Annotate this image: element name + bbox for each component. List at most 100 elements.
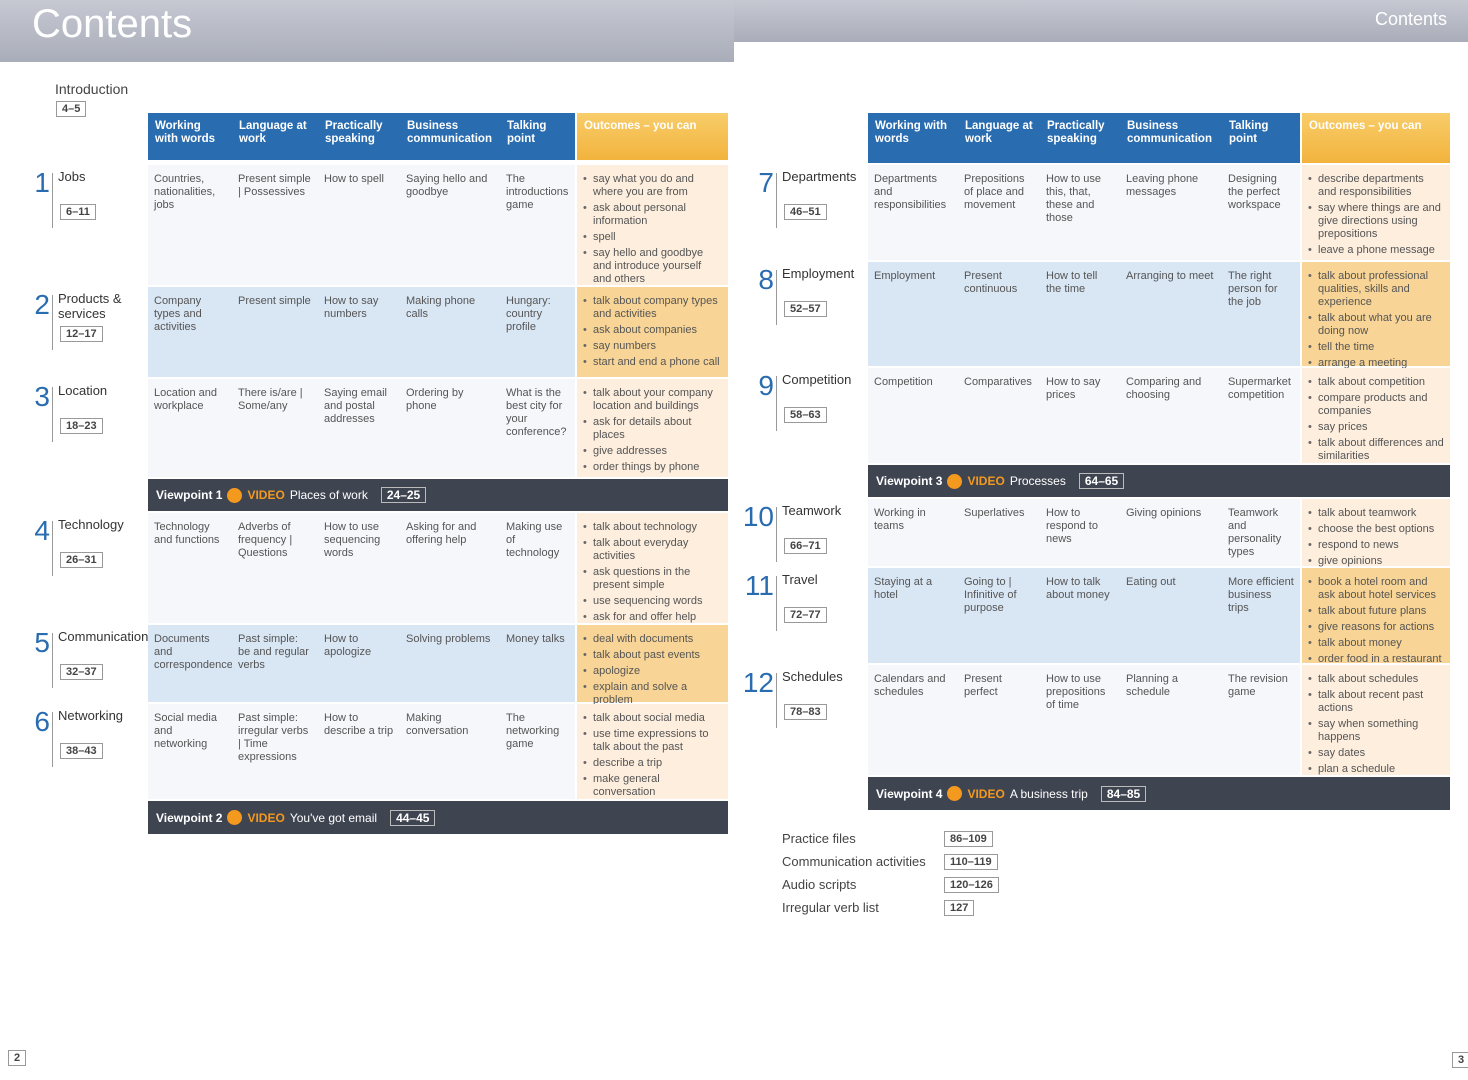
- column-header: Practically speaking: [1040, 113, 1120, 163]
- outcome: talk about company types and activities: [583, 295, 722, 321]
- outcome: apologize: [583, 665, 722, 678]
- divider: [52, 295, 53, 350]
- outcome: talk about differences and similarities: [1308, 437, 1444, 463]
- table-cell: Present perfect: [958, 665, 1040, 775]
- unit-number: 9: [758, 370, 774, 401]
- outcome: talk about technology: [583, 521, 722, 534]
- outcome: describe departments and responsibilitie…: [1308, 173, 1444, 199]
- unit-pages: 32–37: [60, 664, 103, 680]
- outcome: give opinions: [1308, 555, 1444, 568]
- outcome: choose the best options: [1308, 523, 1444, 536]
- table-cell: Countries, nationalities, jobs: [148, 165, 232, 285]
- table-cell: Social media and networking: [148, 704, 232, 799]
- column-header: Practically speaking: [318, 113, 400, 160]
- table-cell: Designing the perfect workspace: [1222, 165, 1300, 260]
- play-icon: [227, 810, 243, 825]
- page-number: 3: [1452, 1052, 1468, 1068]
- unit-number: 10: [742, 501, 774, 532]
- unit-pages: 26–31: [60, 552, 103, 568]
- unit-title: Departments: [782, 169, 857, 184]
- table-cell: How to apologize: [318, 625, 400, 702]
- unit-number: 3: [34, 381, 50, 412]
- outcomes: deal with documents talk about past event…: [575, 625, 728, 706]
- table-cell: Past simple: irregular verbs | Time expr…: [232, 704, 318, 799]
- outcome: talk about your company location and bui…: [583, 387, 722, 413]
- outcome: use sequencing words: [583, 595, 722, 608]
- outcome: say dates: [1308, 747, 1444, 760]
- outcome: deal with documents: [583, 633, 722, 646]
- table-cell: Making phone calls: [400, 287, 500, 377]
- extra-label: Audio scripts: [782, 877, 857, 892]
- outcome: give reasons for actions: [1308, 621, 1444, 634]
- table-cell: The right person for the job: [1222, 262, 1300, 366]
- outcome: talk about everyday activities: [583, 537, 722, 563]
- left-banner: [0, 0, 734, 62]
- outcome: talk about money: [1308, 637, 1444, 650]
- unit-number: 2: [34, 289, 50, 320]
- left-title: Contents: [32, 2, 193, 46]
- unit-number: 5: [34, 627, 50, 658]
- viewpoint-bar: Viewpoint 2 VIDEO You've got email 44–45: [148, 801, 728, 834]
- viewpoint-pages: 84–85: [1100, 785, 1147, 802]
- outcome: start and end a phone call: [583, 356, 722, 369]
- table-cell: Leaving phone messages: [1120, 165, 1222, 260]
- table-cell: Giving opinions: [1120, 499, 1222, 566]
- right-title: Contents: [1375, 9, 1448, 29]
- outcome: talk about professional qualities, skill…: [1308, 270, 1444, 309]
- viewpoint-label: Viewpoint 2: [156, 810, 223, 825]
- table-cell: Location and workplace: [148, 379, 232, 477]
- table-cell: How to say numbers: [318, 287, 400, 377]
- table-cell: Employment: [868, 262, 958, 366]
- outcome: say prices: [1308, 421, 1444, 434]
- outcome: describe a trip: [583, 757, 722, 770]
- table-cell: Making conversation: [400, 704, 500, 799]
- outcome: give addresses: [583, 445, 722, 458]
- table-cell: Arranging to meet: [1120, 262, 1222, 366]
- table-cell: Money talks: [500, 625, 575, 702]
- outcomes: talk about technology talk about everyday…: [575, 513, 728, 624]
- outcomes: book a hotel room and ask about hotel se…: [1300, 568, 1450, 666]
- divider: [776, 270, 777, 325]
- outcome: say when something happens: [1308, 718, 1444, 744]
- table-cell: Comparing and choosing: [1120, 368, 1222, 463]
- table-cell: Adverbs of frequency | Questions: [232, 513, 318, 623]
- divider: [776, 576, 777, 631]
- table-cell: Planning a schedule: [1120, 665, 1222, 775]
- table-cell: More efficient business trips: [1222, 568, 1300, 663]
- viewpoint-pages: 64–65: [1078, 473, 1125, 489]
- outcome: tell the time: [1308, 341, 1444, 354]
- outcome: spell: [583, 231, 722, 244]
- divider: [52, 521, 53, 576]
- table-cell: Ordering by phone: [400, 379, 500, 477]
- play-icon: [227, 487, 243, 503]
- table-cell: How to use this, that, these and those: [1040, 165, 1120, 260]
- table-cell: Working in teams: [868, 499, 958, 566]
- unit-title: Products & services: [58, 291, 122, 321]
- outcomes: talk about your company location and bui…: [575, 379, 728, 477]
- table-cell: Superlatives: [958, 499, 1040, 566]
- unit-pages: 58–63: [784, 407, 827, 423]
- unit-title: Jobs: [58, 169, 86, 184]
- column-header: Business communication: [400, 113, 500, 160]
- intro-pages: 4–5: [56, 101, 87, 117]
- column-header: Working with words: [148, 113, 232, 160]
- unit-number: 4: [34, 515, 50, 546]
- table-cell: The revision game: [1222, 665, 1300, 775]
- table-cell: Departments and responsibilities: [868, 165, 958, 260]
- column-header: Outcomes – you can: [575, 113, 728, 160]
- divider: [776, 673, 777, 728]
- page-number: 2: [8, 1050, 27, 1066]
- outcomes: talk about teamwork choose the best optio…: [1300, 499, 1450, 568]
- extra-pages: 120–126: [944, 877, 999, 893]
- outcome: make general conversation: [583, 773, 722, 799]
- divider: [52, 387, 53, 442]
- unit-pages: 66–71: [784, 538, 827, 554]
- viewpoint-topic: You've got email: [289, 810, 378, 825]
- play-icon: [947, 473, 963, 489]
- outcome: arrange a meeting: [1308, 357, 1444, 370]
- viewpoint-topic: Processes: [1009, 474, 1066, 488]
- table-cell: How to use prepositions of time: [1040, 665, 1120, 775]
- outcome: ask about personal information: [583, 202, 722, 228]
- video-label: VIDEO: [967, 474, 1005, 488]
- outcome: talk about what you are doing now: [1308, 312, 1444, 338]
